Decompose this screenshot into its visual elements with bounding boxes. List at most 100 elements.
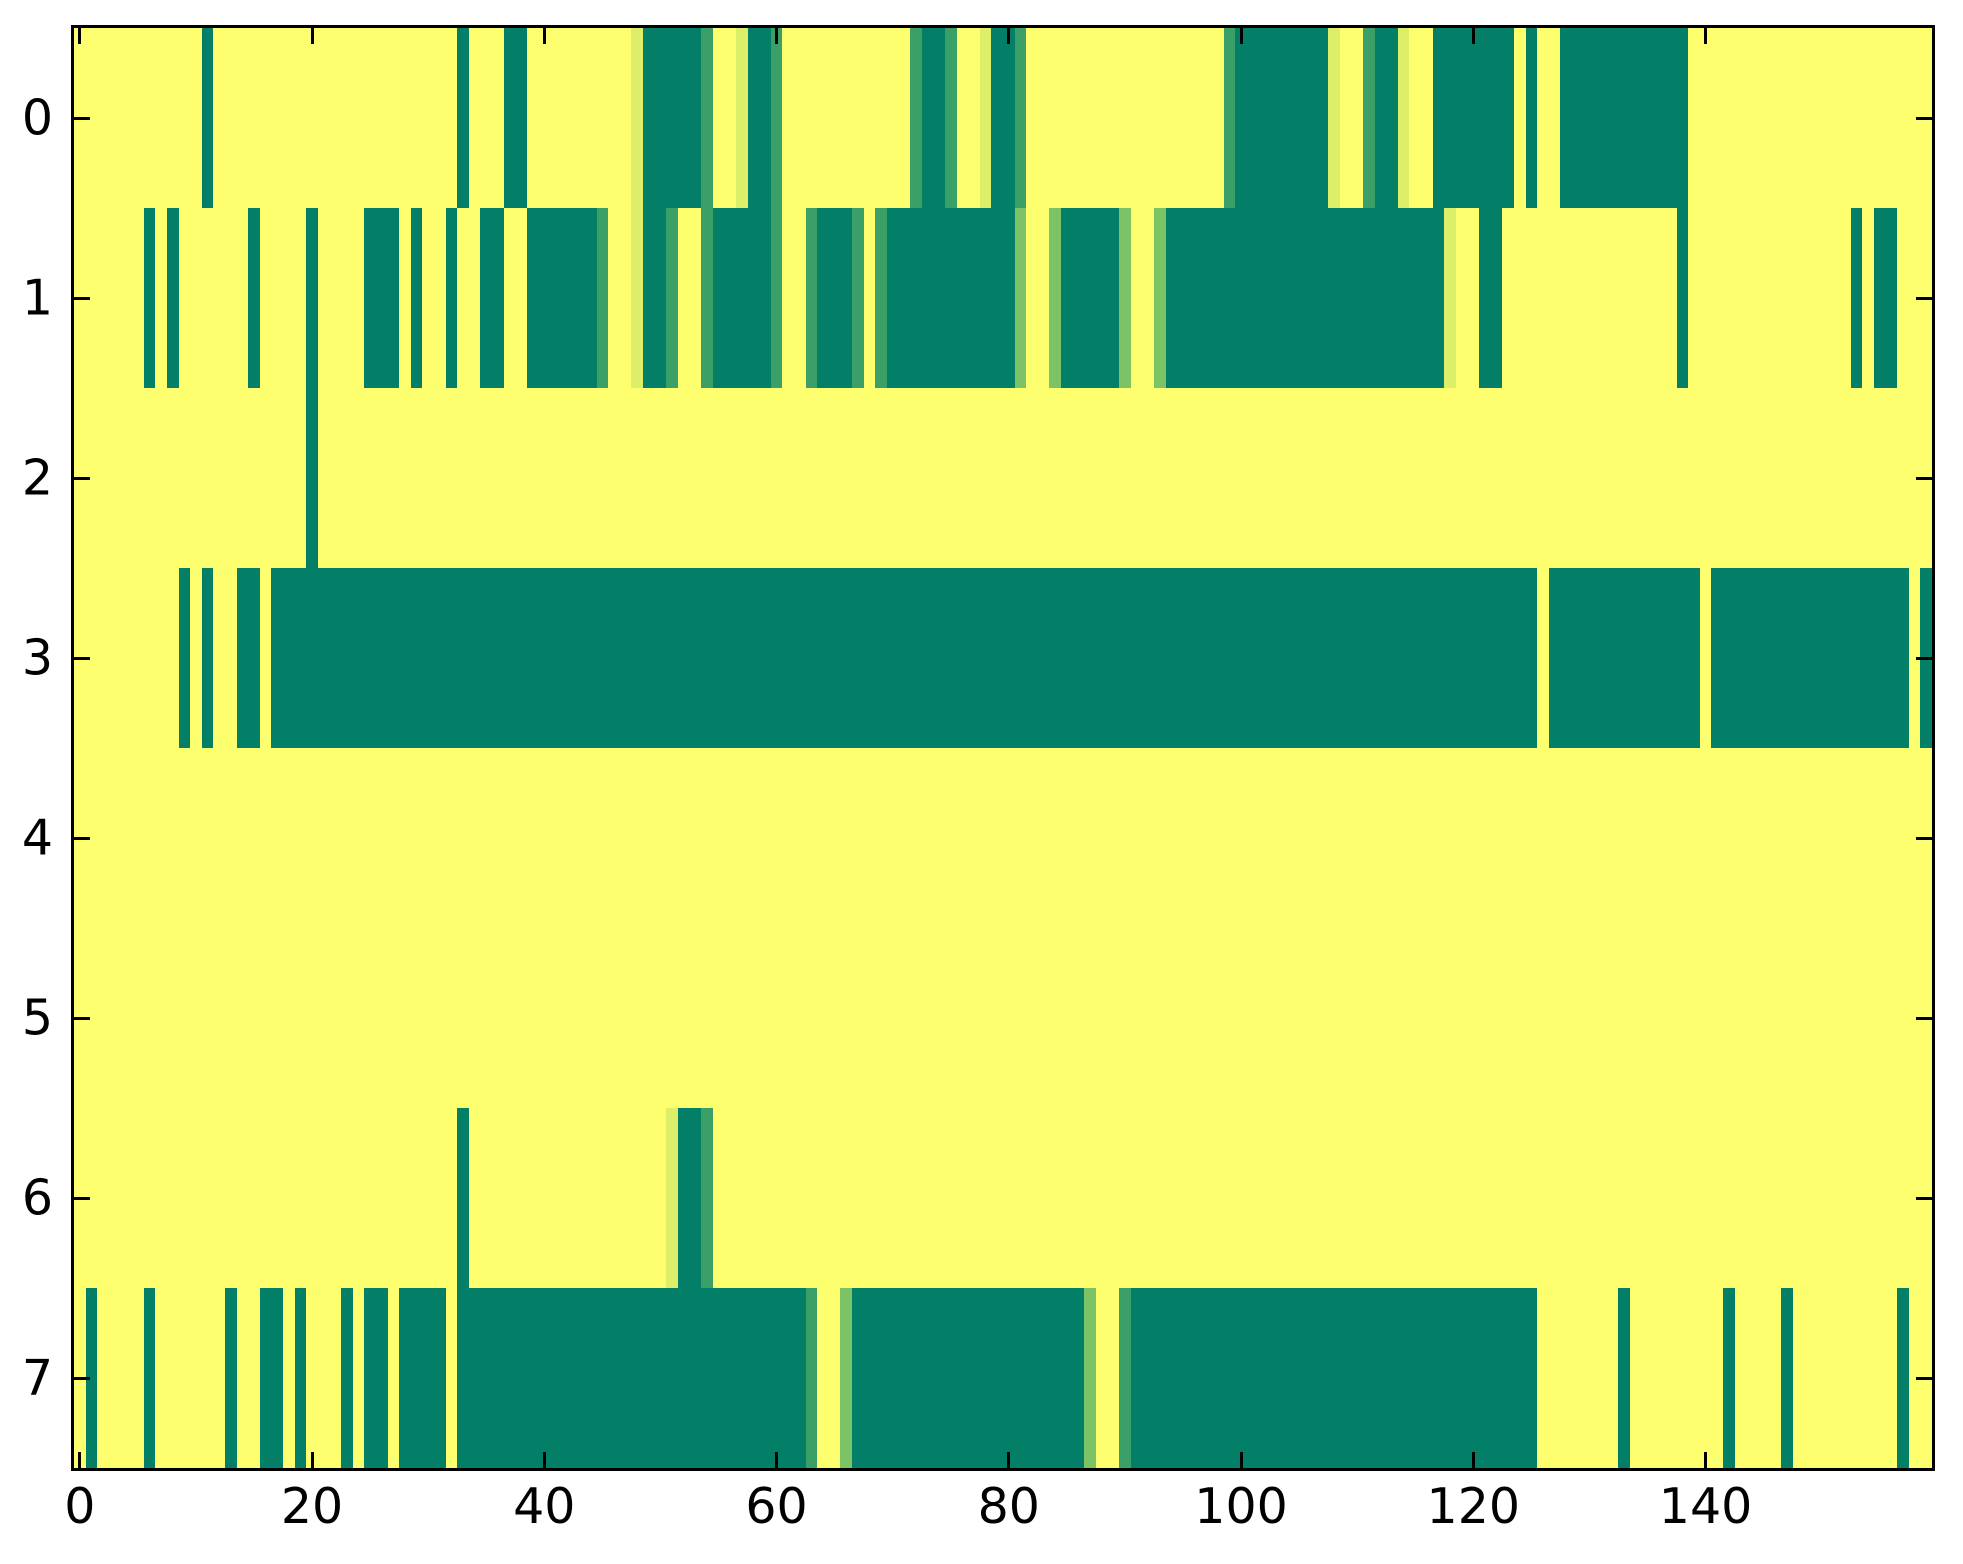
heatmap-segment bbox=[875, 208, 887, 388]
heatmap-segment bbox=[201, 568, 214, 748]
y-tick-label: 7 bbox=[21, 1349, 53, 1407]
heatmap-segment bbox=[910, 28, 922, 208]
x-tick-label: 80 bbox=[977, 1478, 1040, 1535]
heatmap-segment bbox=[770, 208, 783, 388]
heatmap-row bbox=[74, 388, 1932, 568]
heatmap-segment bbox=[991, 28, 1015, 208]
heatmap-segment bbox=[1235, 28, 1329, 208]
x-tick-label: 40 bbox=[513, 1478, 576, 1535]
heatmap-segment bbox=[143, 1288, 156, 1468]
heatmap-segment bbox=[259, 1288, 284, 1468]
heatmap-segment bbox=[643, 208, 667, 388]
heatmap-segment bbox=[770, 28, 783, 208]
y-tick bbox=[1916, 1376, 1932, 1380]
heatmap-segment bbox=[852, 208, 864, 388]
heatmap-segment bbox=[236, 568, 260, 748]
heatmap-row bbox=[74, 1288, 1932, 1468]
heatmap-segment bbox=[166, 208, 179, 388]
heatmap-segment bbox=[712, 208, 771, 388]
heatmap-row bbox=[74, 748, 1932, 928]
heatmap-segment bbox=[1850, 208, 1863, 388]
heatmap-segment bbox=[526, 208, 597, 388]
heatmap-segment bbox=[1560, 28, 1689, 208]
x-tick bbox=[78, 1452, 82, 1468]
heatmap-segment bbox=[666, 208, 678, 388]
heatmap-segment bbox=[852, 1288, 1085, 1468]
heatmap-segment bbox=[1119, 208, 1131, 388]
x-tick bbox=[1007, 28, 1011, 44]
y-tick-label: 5 bbox=[21, 989, 53, 1047]
x-tick-label: 60 bbox=[745, 1478, 808, 1535]
heatmap-rows bbox=[74, 28, 1932, 1468]
heatmap-segment bbox=[1722, 1288, 1735, 1468]
x-tick-label: 100 bbox=[1194, 1478, 1288, 1535]
x-tick bbox=[78, 28, 82, 44]
y-tick bbox=[1916, 1196, 1932, 1200]
x-tick bbox=[1239, 28, 1243, 44]
x-tick bbox=[1704, 1452, 1708, 1468]
y-tick bbox=[74, 1196, 90, 1200]
heatmap-segment bbox=[1061, 208, 1120, 388]
heatmap-segment bbox=[1618, 1288, 1631, 1468]
x-tick bbox=[775, 1452, 779, 1468]
heatmap-segment bbox=[178, 568, 191, 748]
heatmap-row bbox=[74, 208, 1932, 388]
heatmap-segment bbox=[1548, 568, 1700, 748]
heatmap-segment bbox=[1873, 208, 1898, 388]
heatmap-segment bbox=[1432, 28, 1514, 208]
heatmap-segment bbox=[480, 208, 504, 388]
y-tick bbox=[1916, 476, 1932, 480]
heatmap-segment bbox=[886, 208, 1015, 388]
heatmap-segment bbox=[1223, 28, 1236, 208]
x-tick-label: 0 bbox=[64, 1478, 96, 1535]
y-tick-label: 1 bbox=[21, 269, 53, 327]
heatmap-segment bbox=[1119, 1288, 1131, 1468]
x-tick bbox=[1007, 1452, 1011, 1468]
heatmap-segment bbox=[1130, 1288, 1538, 1468]
heatmap-segment bbox=[457, 28, 469, 208]
y-tick-label: 4 bbox=[21, 809, 53, 867]
heatmap-segment bbox=[294, 1288, 307, 1468]
y-tick bbox=[74, 296, 90, 300]
y-tick bbox=[74, 116, 90, 120]
x-tick bbox=[310, 28, 314, 44]
heatmap-segment bbox=[817, 208, 853, 388]
heatmap-segment bbox=[1014, 208, 1027, 388]
heatmap-segment bbox=[631, 208, 643, 388]
heatmap-segment bbox=[701, 28, 713, 208]
heatmap-segment bbox=[306, 388, 318, 568]
heatmap-segment bbox=[1165, 208, 1445, 388]
heatmap-segment bbox=[1479, 208, 1503, 388]
y-tick-label: 2 bbox=[21, 449, 53, 507]
heatmap-segment bbox=[1525, 28, 1538, 208]
x-tick-label: 20 bbox=[280, 1478, 344, 1535]
heatmap-segment bbox=[979, 28, 992, 208]
heatmap-segment bbox=[840, 1288, 853, 1468]
heatmap-segment bbox=[457, 1288, 806, 1468]
heatmap-segment bbox=[271, 568, 1538, 748]
heatmap-segment bbox=[399, 1288, 446, 1468]
y-tick bbox=[1916, 836, 1932, 840]
y-tick bbox=[1916, 296, 1932, 300]
x-tick bbox=[310, 1452, 314, 1468]
y-tick bbox=[74, 1016, 90, 1020]
heatmap-segment bbox=[1084, 1288, 1096, 1468]
heatmap-segment bbox=[364, 208, 400, 388]
heatmap-segment bbox=[457, 1108, 469, 1288]
x-tick bbox=[1239, 1452, 1243, 1468]
heatmap-segment bbox=[85, 1288, 98, 1468]
heatmap-segment bbox=[944, 28, 957, 208]
heatmap-segment bbox=[364, 1288, 388, 1468]
heatmap-segment bbox=[341, 1288, 353, 1468]
x-tick bbox=[1471, 28, 1475, 44]
heatmap-segment bbox=[805, 208, 818, 388]
y-tick bbox=[1916, 656, 1932, 660]
heatmap-segment bbox=[1014, 28, 1027, 208]
heatmap-segment bbox=[666, 1108, 678, 1288]
heatmap-segment bbox=[410, 208, 423, 388]
heatmap-segment bbox=[1397, 28, 1410, 208]
heatmap-row bbox=[74, 928, 1932, 1108]
heatmap-segment bbox=[701, 208, 713, 388]
y-tick bbox=[74, 656, 90, 660]
